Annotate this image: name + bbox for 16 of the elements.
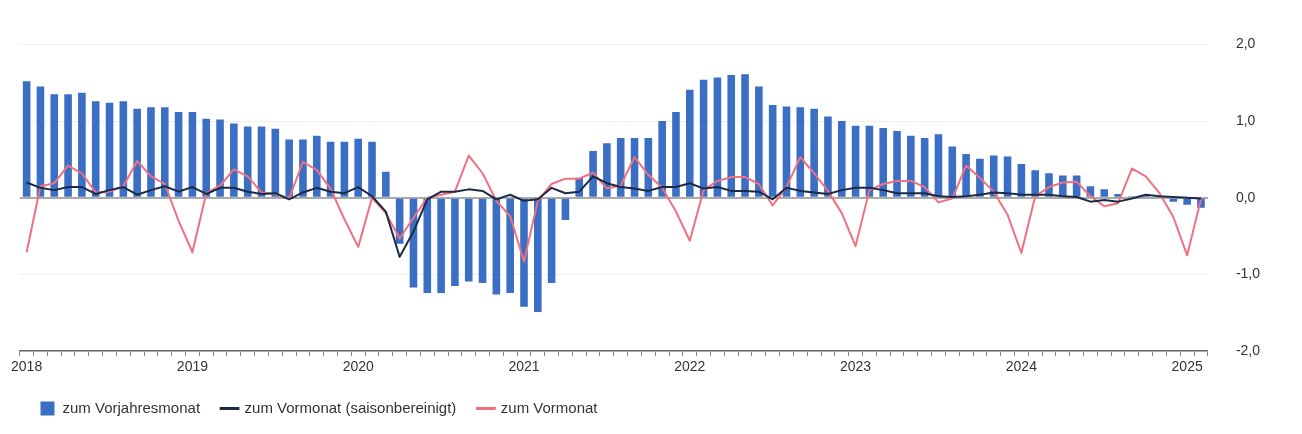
- x-tick-label: 2019: [176, 358, 209, 375]
- x-tick-label: 2018: [11, 358, 43, 375]
- y-tick-label: -2,0: [1235, 342, 1261, 359]
- x-tick-label: 2024: [1005, 358, 1038, 375]
- legend-label: zum Vormonat (saisonbereinigt): [244, 398, 457, 416]
- x-tick-label: 2020: [342, 358, 374, 375]
- x-tick-label: 2022: [674, 358, 706, 375]
- y-tick-label: 1,0: [1235, 111, 1256, 128]
- x-tick-label: 2021: [508, 358, 540, 375]
- legend-label: zum Vormonat: [500, 398, 599, 416]
- x-tick-label: 2025: [1171, 358, 1203, 375]
- x-tick-label: 2023: [840, 358, 872, 375]
- y-tick-label: 0,0: [1235, 188, 1256, 205]
- legend-label: zum Vorjahresmonat: [62, 398, 201, 416]
- y-tick-label: -1,0: [1235, 265, 1261, 282]
- y-tick-label: 2,0: [1235, 35, 1256, 52]
